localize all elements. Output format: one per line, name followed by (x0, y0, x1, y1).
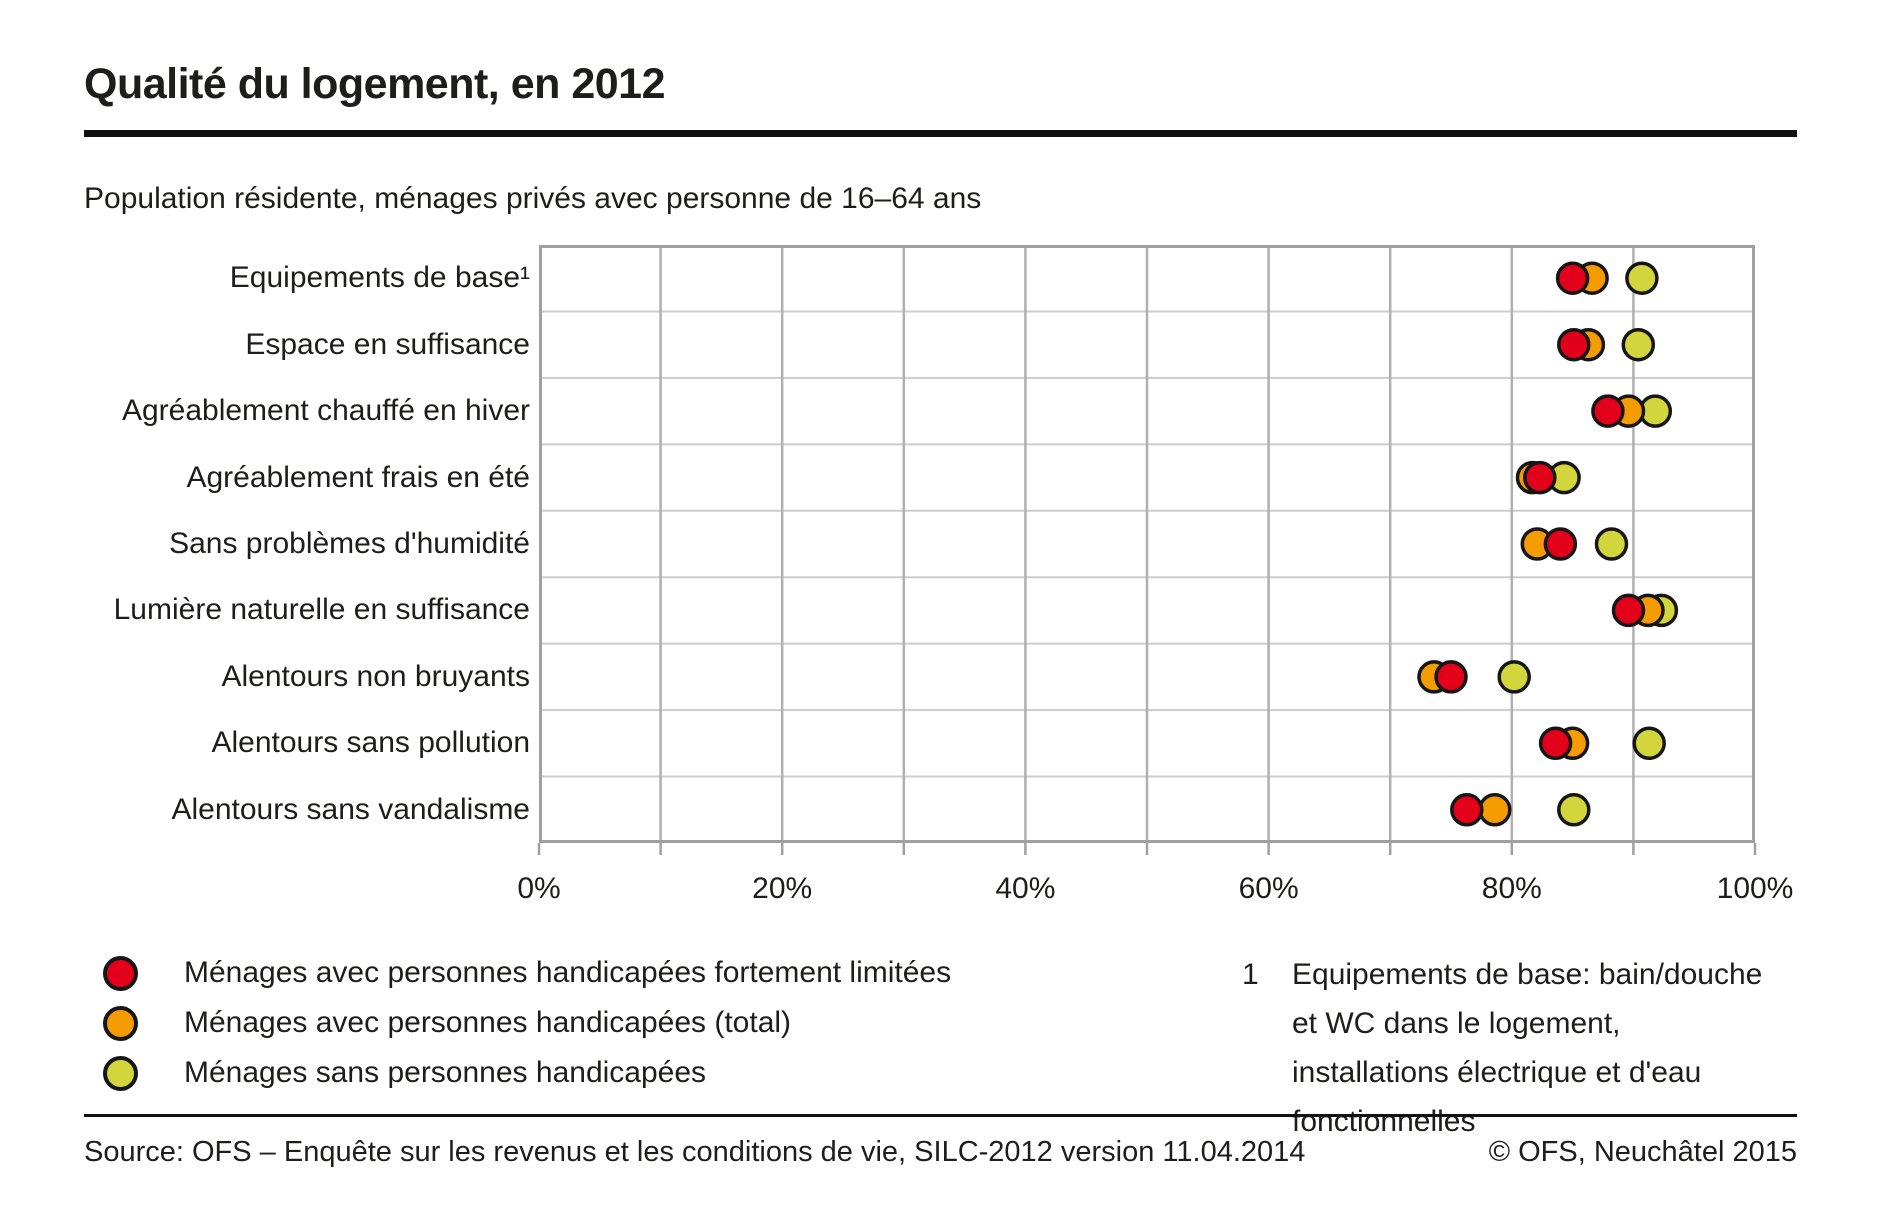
data-point-series-2-row-8 (1557, 793, 1591, 827)
data-point-series-2-row-7 (1632, 726, 1666, 761)
footnote-line-2: installations électrique et d'eau (1292, 1056, 1702, 1089)
footnote-line-1: et WC dans le logement, (1292, 1007, 1621, 1040)
category-label-2: Agréablement chauffé en hiver (121, 394, 530, 428)
category-label-3: Agréablement frais en été (186, 460, 530, 494)
x-tick-label-5: 100% (1716, 872, 1794, 905)
data-point-series-0-row-6 (1434, 660, 1468, 694)
data-point-series-2-row-4 (1594, 527, 1629, 561)
chart-subtitle: Population résidente, ménages privés ave… (84, 182, 982, 215)
category-label-1: Espace en suffisance (245, 327, 530, 361)
data-point-series-0-row-7 (1538, 726, 1573, 761)
data-point-series-0-row-8 (1450, 793, 1484, 827)
category-label-4: Sans problèmes d'humidité (169, 527, 530, 560)
x-tick-label-4: 80% (1481, 872, 1542, 905)
legend-dot-icon-2 (103, 1055, 138, 1091)
footnote-line-3: fonctionnelles (1292, 1105, 1476, 1138)
data-point-series-2-row-1 (1621, 327, 1656, 362)
x-tick-label-0: 0% (517, 872, 561, 905)
legend-item-2: Ménages sans personnes handicapées (103, 1055, 707, 1091)
x-tick-label-3: 60% (1238, 872, 1299, 905)
footnote-line-0: Equipements de base: bain/douche (1292, 958, 1763, 991)
category-label-0: Equipements de base¹ (229, 261, 530, 295)
legend-label-2: Ménages sans personnes handicapées (184, 1056, 707, 1089)
legend-item-0: Ménages avec personnes handicapées forte… (103, 955, 952, 991)
legend-label-1: Ménages avec personnes handicapées (tota… (184, 1006, 792, 1039)
data-point-series-0-row-0 (1555, 261, 1590, 295)
x-axis-labels: 0% 20% 40% 60% 80% 100% (517, 872, 1793, 912)
page-title: Qualité du logement, en 2012 (84, 60, 666, 108)
category-label-6: Alentours non bruyants (221, 659, 530, 693)
category-axis-labels: Equipements de base¹ Espace en suffisance… (40, 245, 530, 843)
data-point-series-0-row-2 (1591, 394, 1625, 428)
x-tick-label-2: 40% (995, 872, 1056, 905)
footnote-marker: 1 (1242, 958, 1259, 991)
data-point-series-0-row-4 (1543, 527, 1578, 561)
plot-area (537, 245, 1757, 855)
footer-rule (84, 1114, 1797, 1117)
category-label-7: Alentours sans pollution (211, 726, 530, 760)
category-label-8: Alentours sans vandalisme (171, 792, 530, 826)
category-label-5: Lumière naturelle en suffisance (113, 593, 530, 627)
data-point-series-0-row-1 (1557, 327, 1591, 362)
data-point-series-2-row-0 (1625, 261, 1659, 295)
data-point-series-0-row-5 (1611, 593, 1646, 628)
legend-label-0: Ménages avec personnes handicapées forte… (184, 956, 952, 989)
title-rule (84, 130, 1797, 137)
legend-item-1: Ménages avec personnes handicapées (tota… (103, 1005, 792, 1041)
legend-dot-icon-1 (103, 1005, 138, 1041)
data-point-series-0-row-3 (1523, 460, 1557, 495)
source-text: Source: OFS – Enquête sur les revenus et… (84, 1136, 1306, 1168)
data-point-series-1-row-8 (1478, 793, 1512, 827)
x-tick-label-1: 20% (752, 872, 813, 905)
data-point-series-2-row-6 (1497, 660, 1531, 694)
plot-border (539, 245, 1755, 843)
copyright-text: © OFS, Neuchâtel 2015 (1488, 1136, 1797, 1168)
legend-dot-icon-0 (103, 955, 138, 991)
